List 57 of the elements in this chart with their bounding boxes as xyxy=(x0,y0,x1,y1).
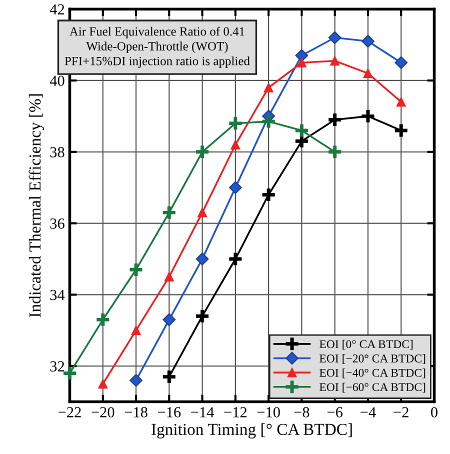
x-tick-label: 0 xyxy=(431,407,438,418)
legend-label: EOI [−20° CA BTDC] xyxy=(320,354,426,364)
x-tick-label: −14 xyxy=(191,407,214,418)
point xyxy=(227,115,244,132)
point xyxy=(360,108,376,124)
point xyxy=(230,140,240,150)
point xyxy=(393,122,410,138)
annotation: Air Fuel Equivalence Ratio of 0.41 Wide-Open-Throttle (WOT) PFI+15%DI injection ratio is applied xyxy=(64,26,250,68)
legend-label: EOI [−40° CA BTDC] xyxy=(320,368,426,378)
x-axis-title: Ignition Timing [° CA BTDC] xyxy=(152,423,352,438)
point xyxy=(294,122,310,138)
x-tick-label: −10 xyxy=(257,407,280,418)
point xyxy=(394,56,408,70)
point xyxy=(194,144,210,160)
y-tick-label: 36 xyxy=(50,218,64,229)
point xyxy=(362,34,374,48)
point xyxy=(162,313,176,326)
point xyxy=(161,368,178,385)
point xyxy=(130,374,142,387)
x-tick-label: −22 xyxy=(58,407,81,418)
x-tick-label: −6 xyxy=(327,407,343,418)
point xyxy=(326,144,343,160)
point xyxy=(328,31,342,44)
point xyxy=(131,326,141,336)
x-tick-label: −2 xyxy=(394,407,408,418)
point xyxy=(260,114,277,130)
point xyxy=(296,58,306,68)
point xyxy=(260,186,277,203)
point xyxy=(326,112,343,128)
x-tick-label: −20 xyxy=(92,407,114,418)
point xyxy=(164,272,174,282)
x-tick-label: −12 xyxy=(224,407,247,418)
y-tick-label: 40 xyxy=(50,76,64,86)
point xyxy=(161,204,178,221)
y-tick-label: 32 xyxy=(50,361,64,372)
point xyxy=(264,82,274,92)
point xyxy=(363,68,373,78)
point xyxy=(196,252,209,266)
legend-label: EOI [0° CA BTDC] xyxy=(320,340,413,350)
point xyxy=(194,308,210,324)
y-tick-label: 42 xyxy=(50,4,64,14)
x-tick-label: −8 xyxy=(294,407,310,418)
x-tick-label: −18 xyxy=(124,407,148,418)
y-tick-label: 38 xyxy=(50,147,64,158)
point xyxy=(227,251,244,267)
point xyxy=(128,262,144,278)
point xyxy=(228,181,242,194)
point xyxy=(98,379,108,389)
point xyxy=(198,208,208,218)
point xyxy=(94,312,111,328)
legend-label: EOI [−60° CA BTDC] xyxy=(320,382,426,393)
point xyxy=(330,56,340,66)
x-tick-label: −4 xyxy=(360,407,376,418)
point xyxy=(396,97,406,107)
y-axis-title: Indicated Thermal Efficiency [%] xyxy=(28,94,44,318)
y-tick-label: 34 xyxy=(50,290,65,300)
x-tick-label: −16 xyxy=(158,407,181,418)
